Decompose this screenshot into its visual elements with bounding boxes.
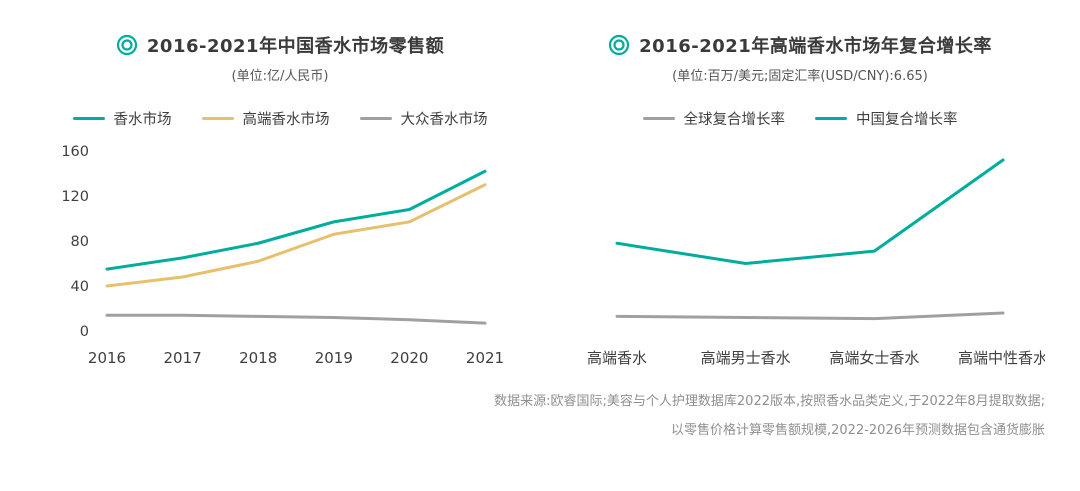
x-axis-category-label: 2020 <box>390 349 428 367</box>
line-chart: 0 40 80 120 160 2016 2017 2018 2019 2020 2021 <box>61 144 504 367</box>
chart-title: 2016-2021年高端香水市场年复合增长率 <box>639 36 992 57</box>
chart-header: 2016-2021年中国香水市场零售额 <box>35 32 525 58</box>
y-axis-tick-label: 40 <box>71 279 89 295</box>
legend-swatch <box>72 117 105 120</box>
legend-swatch <box>201 117 234 120</box>
x-axis-category-label: 高端女士香水 <box>829 349 919 367</box>
chart-subtitle: (单位:百万/美元;固定汇率(USD/CNY):6.65) <box>672 69 928 84</box>
chart-header: 2016-2021年高端香水市场年复合增长率 <box>555 32 1045 58</box>
series-line <box>105 183 487 288</box>
series-line <box>615 158 1005 265</box>
legend-label: 全球复合增长率 <box>683 112 786 128</box>
x-axis-category-label: 2021 <box>466 349 504 367</box>
chart-title: 2016-2021年中国香水市场零售额 <box>146 36 445 57</box>
data-source-line-1: 数据来源:欧睿国际;美容与个人护理数据库2022版本,按照香水品类定义,于202… <box>494 394 1045 409</box>
legend-item: 中国复合增长率 <box>815 108 958 129</box>
legend-label: 高端香水市场 <box>242 112 330 128</box>
chart-panel-cagr: 2016-2021年高端香水市场年复合增长率 (单位:百万/美元;固定汇率(US… <box>555 32 1045 369</box>
x-axis-category-label: 2018 <box>239 349 277 367</box>
series-line <box>105 169 487 271</box>
charts-row: 2016-2021年中国香水市场零售额 (单位:亿/人民币) 香水市场 高端香水市… <box>35 32 1045 369</box>
legend-item: 全球复合增长率 <box>642 108 786 129</box>
y-axis-tick-label: 120 <box>61 189 89 205</box>
legend-item: 大众香水市场 <box>359 108 488 129</box>
y-axis-tick-label: 160 <box>61 144 89 160</box>
chart-panel-retail-sales: 2016-2021年中国香水市场零售额 (单位:亿/人民币) 香水市场 高端香水市… <box>35 32 525 369</box>
data-source-line-2: 以零售价格计算零售额规模,2022-2026年预测数据包含通货膨胀 <box>671 423 1045 438</box>
legend-swatch <box>642 117 675 120</box>
legend: 全球复合增长率 中国复合增长率 <box>555 108 1045 129</box>
legend-item: 高端香水市场 <box>201 108 330 129</box>
x-axis-category-label: 高端中性香水 <box>958 349 1045 367</box>
data-source-note: 数据来源:欧睿国际;美容与个人护理数据库2022版本,按照香水品类定义,于202… <box>0 387 1080 445</box>
x-axis-category-label: 2016 <box>88 349 126 367</box>
x-axis-category-label: 2019 <box>315 349 353 367</box>
series-line <box>615 311 1005 321</box>
double-circle-icon <box>116 34 138 56</box>
x-axis-category-label: 高端香水 <box>587 349 647 367</box>
legend: 香水市场 高端香水市场 大众香水市场 <box>35 108 525 129</box>
legend-label: 中国复合增长率 <box>856 112 958 128</box>
double-circle-icon <box>609 34 630 56</box>
y-axis-tick-label: 0 <box>80 324 89 340</box>
legend-item: 香水市场 <box>72 108 172 129</box>
legend-swatch <box>359 117 392 120</box>
legend-label: 大众香水市场 <box>400 112 488 128</box>
x-axis-category-label: 2017 <box>164 349 202 367</box>
legend-label: 香水市场 <box>113 112 172 128</box>
y-axis-tick-label: 80 <box>71 234 89 250</box>
chart-subtitle: (单位:亿/人民币) <box>231 69 329 84</box>
series-line <box>105 313 487 325</box>
x-axis-category-label: 高端男士香水 <box>701 349 791 367</box>
line-chart: 高端香水 高端男士香水 高端女士香水 高端中性香水 <box>587 158 1045 367</box>
legend-swatch <box>815 117 847 120</box>
